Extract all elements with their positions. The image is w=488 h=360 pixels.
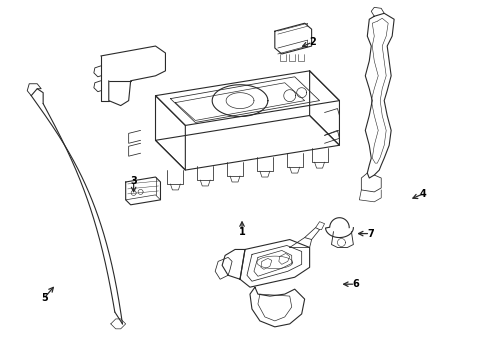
Text: 7: 7 [366,229,373,239]
Text: 6: 6 [351,279,358,289]
Text: 2: 2 [308,37,315,47]
Text: 1: 1 [238,226,245,237]
Text: 3: 3 [130,176,137,186]
Text: 4: 4 [419,189,426,199]
Text: 5: 5 [41,293,47,303]
